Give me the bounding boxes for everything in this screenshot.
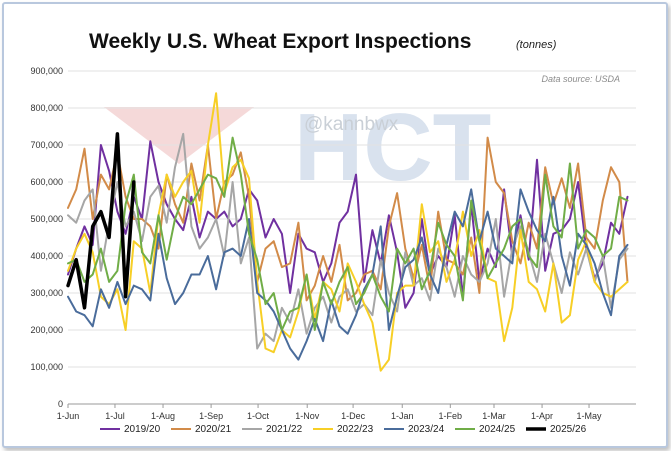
- legend: 2019/20 2020/21 2021/22 2022/23 2023/24 2024/…: [100, 424, 587, 435]
- chart-svg: HCT @kannbwx 0 100,000 200,000 300,000 400,0…: [30, 30, 636, 435]
- legend-label: 2022/23: [337, 424, 374, 435]
- legend-label: 2023/24: [408, 424, 445, 435]
- series-line-2020-21: [67, 136, 629, 302]
- series-lines: [66, 92, 629, 372]
- y-tick-label: 400,000: [30, 251, 63, 261]
- x-tick-label: 1-Jun: [57, 411, 80, 421]
- series-line-2024-25: [67, 136, 629, 331]
- series-line-2023-24: [67, 188, 629, 361]
- y-axis-ticks: 0 100,000 200,000 300,000 400,000 500,000 600,…: [30, 66, 63, 409]
- y-tick-label: 700,000: [30, 140, 63, 150]
- watermark-logo-triangle: [104, 107, 254, 164]
- y-tick-label: 800,000: [30, 103, 63, 113]
- legend-label: 2019/20: [124, 424, 161, 435]
- legend-label: 2021/22: [266, 424, 303, 435]
- watermark: HCT @kannbwx: [104, 94, 491, 201]
- x-tick-label: 1-Dec: [341, 411, 366, 421]
- x-tick-label: 1-Jul: [105, 411, 125, 421]
- x-tick-label: 1-Nov: [295, 411, 320, 421]
- x-tick-label: 1-Sep: [199, 411, 223, 421]
- series-line-2019-20: [67, 140, 629, 309]
- x-axis-ticks: 1-Jun 1-Jul 1-Aug 1-Sep 1-Oct 1-Nov 1-Dec 1-Jan…: [57, 404, 602, 421]
- x-tick-label: 1-Aug: [151, 411, 175, 421]
- x-tick-label: 1-Apr: [531, 411, 553, 421]
- legend-label: 2024/25: [479, 424, 516, 435]
- x-tick-label: 1-Mar: [482, 411, 506, 421]
- legend-label: 2020/21: [195, 424, 232, 435]
- y-tick-label: 300,000: [30, 288, 63, 298]
- legend-label: 2025/26: [550, 424, 587, 435]
- y-tick-label: 0: [58, 399, 63, 409]
- series-line-2025-26: [66, 132, 136, 310]
- x-tick-label: 1-Feb: [439, 411, 463, 421]
- x-tick-label: 1-Oct: [247, 411, 270, 421]
- y-tick-label: 200,000: [30, 325, 63, 335]
- watermark-logo: HCT: [294, 94, 491, 201]
- y-tick-label: 900,000: [30, 66, 63, 76]
- data-source-note: Data source: USDA: [541, 74, 620, 84]
- x-tick-label: 1-May: [577, 411, 603, 421]
- chart-title: Weekly U.S. Wheat Export Inspections: [89, 30, 471, 53]
- chart-title-unit: (tonnes): [516, 39, 557, 51]
- y-tick-label: 600,000: [30, 177, 63, 187]
- y-tick-label: 100,000: [30, 362, 63, 372]
- series-line-2022-23: [67, 92, 629, 372]
- y-tick-label: 500,000: [30, 214, 63, 224]
- watermark-handle: @kannbwx: [304, 114, 399, 135]
- x-tick-label: 1-Jan: [391, 411, 414, 421]
